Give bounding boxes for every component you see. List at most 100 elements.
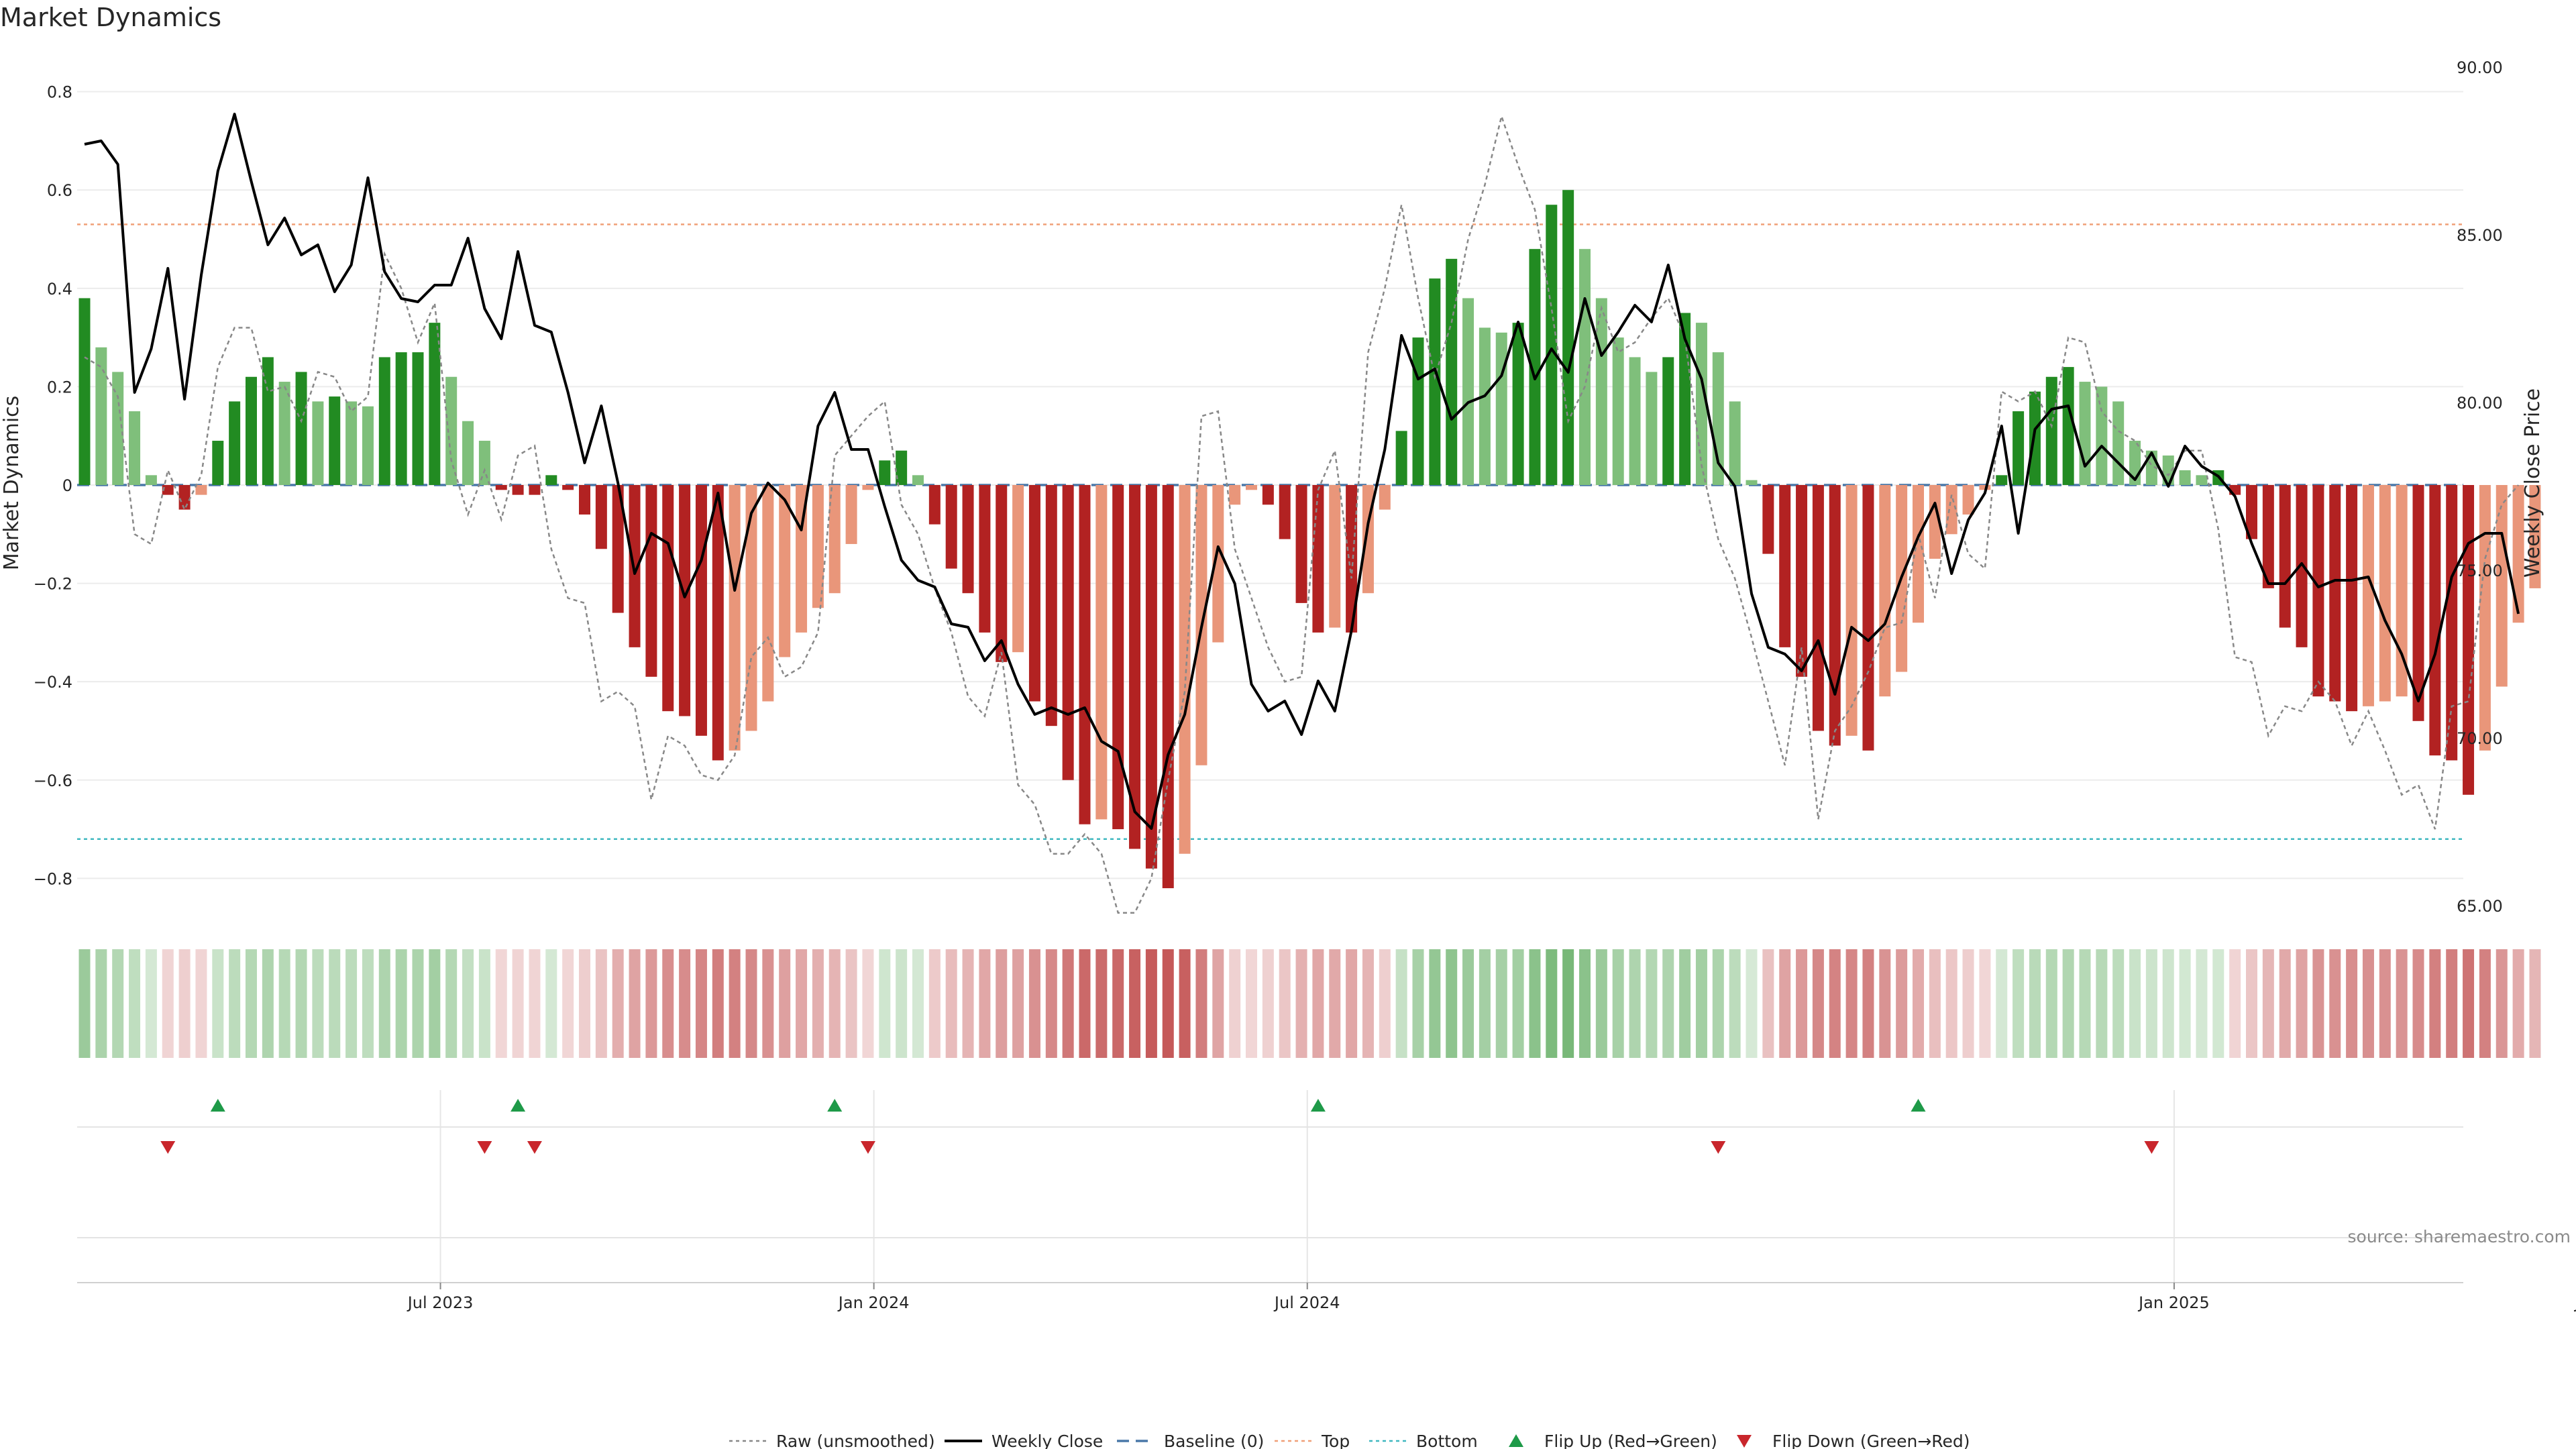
- dynamics-bar: [112, 372, 124, 485]
- state-cell: [862, 949, 874, 1058]
- state-cell: [1145, 949, 1157, 1058]
- state-cell: [1495, 949, 1507, 1058]
- dynamics-bar: [1913, 485, 1924, 623]
- state-cell: [1712, 949, 1724, 1058]
- state-cell: [195, 949, 207, 1058]
- state-cell: [2212, 949, 2224, 1058]
- dynamics-bar: [1295, 485, 1307, 603]
- dynamics-bar: [1929, 485, 1941, 559]
- state-cell: [2162, 949, 2174, 1058]
- flip-down-marker: [160, 1141, 176, 1154]
- state-cell: [2012, 949, 2025, 1058]
- state-cell: [1112, 949, 1124, 1058]
- series-lines: [84, 113, 2520, 914]
- dynamics-bar: [662, 485, 674, 712]
- y-right-tick-label: 65.00: [2457, 897, 2503, 916]
- state-cell: [1812, 949, 1824, 1058]
- state-cell: [1295, 949, 1307, 1058]
- dynamics-bar: [745, 485, 757, 731]
- dynamics-bar: [162, 485, 174, 495]
- dynamics-bar: [1446, 258, 1458, 485]
- dynamics-bar: [796, 485, 808, 633]
- state-cell: [1979, 949, 1991, 1058]
- state-cell: [1129, 949, 1141, 1058]
- dynamics-bar: [896, 450, 908, 485]
- legend-flip-up-label: Flip Up (Red→Green): [1544, 1432, 1717, 1449]
- state-cell: [1479, 949, 1491, 1058]
- dynamics-bar: [1346, 485, 1358, 633]
- state-cell: [945, 949, 957, 1058]
- state-cell: [2029, 949, 2041, 1058]
- state-cell: [378, 949, 390, 1058]
- dynamics-bar: [879, 460, 891, 485]
- flip-up-marker: [511, 1099, 526, 1112]
- dynamics-bar: [1879, 485, 1891, 697]
- state-cell: [1329, 949, 1341, 1058]
- dynamics-bar: [78, 298, 91, 485]
- state-cell: [312, 949, 324, 1058]
- dynamics-bar: [1479, 327, 1491, 485]
- dynamics-bar: [1562, 190, 1574, 485]
- state-cell: [1529, 949, 1541, 1058]
- state-cell: [1262, 949, 1274, 1058]
- dynamics-bar: [195, 485, 207, 495]
- dynamics-bar: [2446, 485, 2458, 761]
- state-cell: [1179, 949, 1191, 1058]
- state-cell: [662, 949, 674, 1058]
- state-cell: [2229, 949, 2241, 1058]
- dynamics-bar: [1979, 485, 1991, 490]
- state-cell: [1562, 949, 1574, 1058]
- dynamics-bar: [2396, 485, 2408, 697]
- state-cell: [495, 949, 507, 1058]
- y-right-tick-label: 85.00: [2457, 226, 2503, 245]
- flip-up-marker: [210, 1099, 225, 1112]
- state-cell: [612, 949, 624, 1058]
- flip-down-marker: [2144, 1141, 2159, 1154]
- state-cell: [2479, 949, 2491, 1058]
- state-cell: [262, 949, 274, 1058]
- dynamics-bar: [1179, 485, 1191, 854]
- weekly-close-line: [84, 113, 2520, 830]
- state-cell: [1695, 949, 1707, 1058]
- y-tick-label: −0.8: [34, 869, 72, 888]
- state-cell: [229, 949, 241, 1058]
- state-cell: [1879, 949, 1891, 1058]
- flip-up-marker: [1310, 1099, 1326, 1112]
- state-cell: [2529, 949, 2541, 1058]
- dynamics-bar: [95, 347, 107, 485]
- dynamics-bar: [1629, 357, 1641, 485]
- state-cell: [2512, 949, 2524, 1058]
- source-label: source: sharemaestro.com: [2348, 1227, 2571, 1246]
- state-cell: [1346, 949, 1358, 1058]
- state-cell: [2045, 949, 2057, 1058]
- legend-flip-down-swatch: [1737, 1435, 1752, 1448]
- state-cell: [2062, 949, 2074, 1058]
- state-cell: [1512, 949, 1524, 1058]
- flip-up-marker: [1911, 1099, 1926, 1112]
- flip-down-marker: [860, 1141, 875, 1154]
- dynamics-bar: [2329, 485, 2341, 702]
- dynamics-bar: [1079, 485, 1091, 824]
- dynamics-bar: [1379, 485, 1391, 510]
- state-cell: [1429, 949, 1441, 1058]
- dynamics-bar: [2079, 382, 2091, 485]
- dynamics-bar: [2346, 485, 2358, 712]
- dynamics-bar: [828, 485, 841, 594]
- dynamics-bar: [1045, 485, 1057, 727]
- dynamics-bar: [695, 485, 707, 736]
- dynamics-bar: [478, 441, 490, 485]
- dynamics-bar: [1162, 485, 1174, 889]
- dynamics-bar: [912, 475, 924, 485]
- state-cell: [1062, 949, 1074, 1058]
- dynamics-bar: [729, 485, 741, 751]
- state-cell: [1962, 949, 1974, 1058]
- state-cell: [1095, 949, 1108, 1058]
- state-cell: [796, 949, 808, 1058]
- dynamics-bar: [1962, 485, 1974, 515]
- y-axis-label: Market Dynamics: [0, 396, 23, 571]
- dynamics-bar: [1862, 485, 1874, 751]
- state-cell: [962, 949, 974, 1058]
- state-cell: [1362, 949, 1374, 1058]
- state-cell: [879, 949, 891, 1058]
- dynamics-bar: [1546, 205, 1558, 485]
